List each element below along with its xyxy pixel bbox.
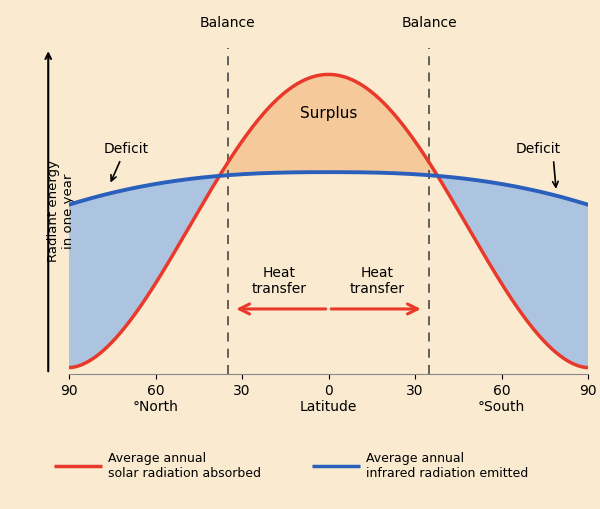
Text: Average annual
infrared radiation emitted: Average annual infrared radiation emitte… xyxy=(366,451,528,480)
Text: Heat
transfer: Heat transfer xyxy=(350,266,405,296)
Y-axis label: Radiant energy
in one year: Radiant energy in one year xyxy=(47,160,74,262)
Text: Balance: Balance xyxy=(401,16,457,31)
Text: °North: °North xyxy=(133,400,178,414)
Text: Surplus: Surplus xyxy=(300,106,357,121)
Text: Heat
transfer: Heat transfer xyxy=(252,266,307,296)
Text: Deficit: Deficit xyxy=(516,142,561,156)
Text: Deficit: Deficit xyxy=(104,142,149,156)
Text: Average annual
solar radiation absorbed: Average annual solar radiation absorbed xyxy=(108,451,261,480)
Text: °South: °South xyxy=(478,400,525,414)
Text: Balance: Balance xyxy=(200,16,256,31)
Text: Latitude: Latitude xyxy=(300,400,357,414)
